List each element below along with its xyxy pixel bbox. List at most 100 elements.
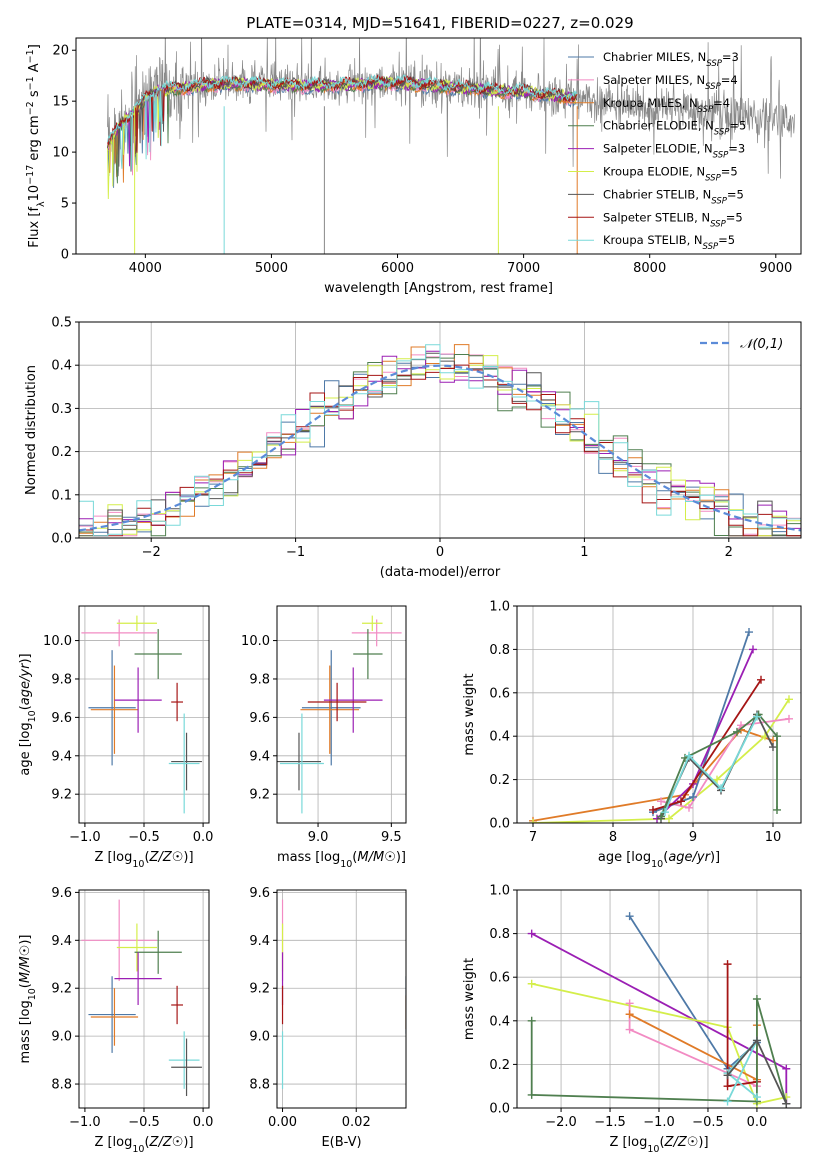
y-tick-label: 9.8 xyxy=(249,672,270,687)
x-tick-label: 5000 xyxy=(255,261,288,276)
y-tick-label: 9.0 xyxy=(249,1030,270,1045)
model-spectrum xyxy=(107,76,578,183)
weight-marker xyxy=(527,1016,536,1025)
errorbar-point xyxy=(134,629,182,679)
errorbar-point xyxy=(114,952,162,1005)
plot-area-age_vs_mass xyxy=(277,615,402,814)
y-axis-label: Flux [fλ10−17 erg cm−2 s−1 A−1] xyxy=(25,44,47,248)
weight-marker xyxy=(752,1036,761,1045)
weight-marker xyxy=(661,808,669,817)
errorbar-point xyxy=(277,732,321,791)
x-tick-label: 0.02 xyxy=(342,1115,371,1130)
y-tick-label: 9.2 xyxy=(249,982,270,997)
weight-marker xyxy=(769,743,777,752)
x-tick-label: 1 xyxy=(580,545,588,560)
y-tick-label: 8.8 xyxy=(51,1078,72,1093)
x-axis-label: mass [log10(M/M☉)] xyxy=(277,850,406,870)
weight-marker xyxy=(529,819,537,823)
plot-area-weight_vs_age xyxy=(529,628,793,823)
x-tick-label: 0 xyxy=(436,545,444,560)
weight-series xyxy=(661,712,761,817)
y-tick-label: 9.6 xyxy=(51,886,72,901)
y-tick-label: 0.4 xyxy=(51,359,72,374)
x-tick-label: 9.0 xyxy=(308,830,329,845)
y-tick-label: 9.8 xyxy=(51,672,72,687)
errorbar-point xyxy=(353,629,383,679)
x-axis-label: wavelength [Angstrom, rest frame] xyxy=(324,281,553,296)
x-tick-label: −2 xyxy=(142,545,161,560)
axes-frame xyxy=(516,605,802,824)
plot-area-age_vs_Z xyxy=(81,615,202,814)
weight-marker xyxy=(723,960,732,969)
weight-marker xyxy=(745,628,753,637)
y-tick-label: 0.8 xyxy=(489,927,510,942)
x-axis-label: Z [log10(Z/Z☉)] xyxy=(94,1135,193,1155)
weight-marker xyxy=(782,1099,791,1108)
x-tick-label: 2 xyxy=(725,545,733,560)
y-tick-label: 9.2 xyxy=(51,982,72,997)
legend-entry: Salpeter ELODIE, NSSP=3 xyxy=(603,142,745,161)
axes-frame xyxy=(516,889,802,1109)
y-tick-label: 9.6 xyxy=(249,886,270,901)
weight-marker xyxy=(773,805,781,814)
figure-title: PLATE=0314, MJD=51641, FIBERID=0227, z=0… xyxy=(246,14,633,32)
grid-age_vs_Z xyxy=(79,606,209,823)
errorbar-point xyxy=(81,899,157,982)
y-tick-label: 0.0 xyxy=(489,1102,510,1117)
y-tick-label: 0.2 xyxy=(489,1058,510,1073)
y-tick-label: 0.2 xyxy=(489,773,510,788)
x-axis-label: (data-model)/error xyxy=(380,565,501,580)
axes-frame xyxy=(78,605,210,824)
weight-marker xyxy=(723,1071,732,1080)
legend: Chabrier MILES, NSSP=3 Salpeter MILES, NS… xyxy=(568,50,746,252)
y-tick-label: 9.6 xyxy=(249,711,270,726)
y-tick-label: 9.2 xyxy=(249,788,270,803)
weight-marker xyxy=(753,712,761,721)
weight-marker xyxy=(713,775,721,784)
weight-series xyxy=(649,675,765,814)
errorbar-point xyxy=(134,930,182,974)
y-tick-label: 9.4 xyxy=(249,934,270,949)
y-tick-label: 20 xyxy=(52,44,69,59)
weight-marker xyxy=(527,929,536,938)
y-axis-label: mass weight xyxy=(462,673,477,755)
legend-entry: Salpeter STELIB, NSSP=5 xyxy=(603,210,743,229)
y-axis-label: Normed distribution xyxy=(24,365,39,495)
y-tick-label: 8.8 xyxy=(249,1078,270,1093)
x-tick-label: −0.5 xyxy=(692,1115,724,1130)
chart-weight_vs_age: 7 8 9 10 0.0 0.2 0.4 0.6 0.8 1.0 age [log10(age/yr… xyxy=(462,600,802,870)
x-tick-label: −1 xyxy=(286,545,305,560)
errorbar-point xyxy=(323,667,383,733)
weight-marker xyxy=(527,1090,536,1099)
errorbar-point xyxy=(171,682,183,722)
weight-marker xyxy=(717,784,725,793)
weight-marker xyxy=(625,1025,634,1034)
chart-spectrum: 4000 5000 6000 7000 8000 9000 0 5 10 15 20 waveleng… xyxy=(25,37,802,296)
x-tick-label: 0.0 xyxy=(193,1115,214,1130)
y-tick-label: 9.4 xyxy=(51,934,72,949)
y-tick-label: 9.0 xyxy=(51,1030,72,1045)
y-tick-label: 0 xyxy=(61,248,69,263)
errorbar-point xyxy=(301,650,361,766)
errorbar-point xyxy=(171,985,183,1025)
weight-series xyxy=(723,1036,791,1108)
y-tick-label: 0.0 xyxy=(489,817,510,832)
x-tick-label: −2.0 xyxy=(545,1115,577,1130)
y-tick-label: 0.2 xyxy=(51,445,72,460)
errorbar-point xyxy=(116,615,157,631)
weight-marker xyxy=(657,797,665,806)
y-tick-label: 0.4 xyxy=(489,1014,510,1029)
x-axis-label: Z [log10(Z/Z☉)] xyxy=(94,850,193,870)
legend-entry: Kroupa ELODIE, NSSP=5 xyxy=(603,165,738,184)
normal-curve xyxy=(79,364,801,532)
legend-entry: Kroupa STELIB, NSSP=5 xyxy=(603,233,735,252)
errorbar-point xyxy=(116,923,157,972)
y-tick-label: 0.4 xyxy=(489,730,510,745)
y-axis-label: mass [log10(M/M☉)] xyxy=(18,935,38,1064)
weight-series xyxy=(625,912,761,1073)
weight-marker xyxy=(785,695,793,704)
plot-area-mass_vs_Z xyxy=(81,899,202,1097)
chart-mass_vs_Z: −1.0 −0.5 0.0 8.8 9.0 9.2 9.4 9.6 Z [log10(Z/Z☉)… xyxy=(18,886,213,1155)
x-tick-label: −0.5 xyxy=(128,1115,160,1130)
weight-marker xyxy=(685,751,693,760)
